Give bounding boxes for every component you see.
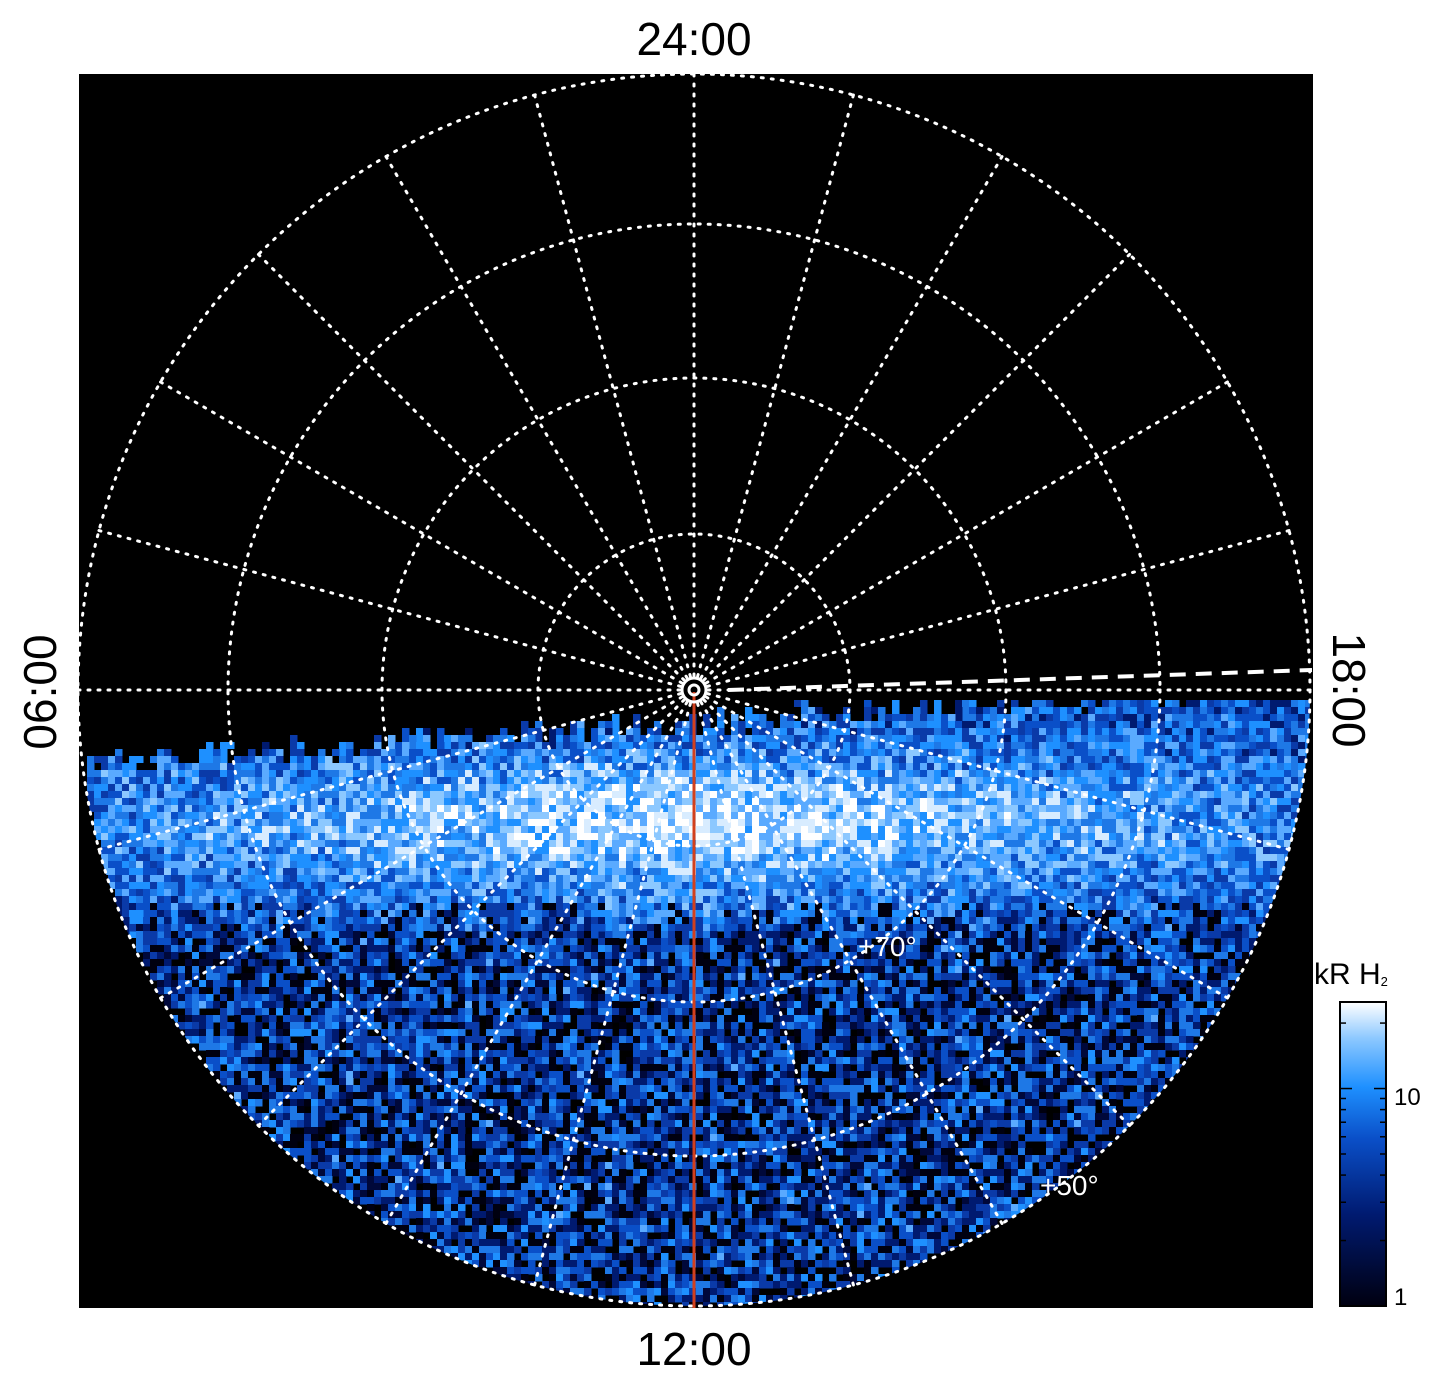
pole-marker: [680, 676, 708, 704]
colorbar-tick-label-1: 1: [1394, 1284, 1408, 1311]
local-time-label-top: 24:00: [636, 13, 752, 65]
colorbar: [1339, 1001, 1387, 1307]
colorbar-tick-label-10: 10: [1394, 1084, 1421, 1111]
auroral-emission-layer: [87, 700, 1310, 1306]
latitude-label-70: +70°: [858, 931, 917, 962]
latitude-label-50: +50°: [1040, 1170, 1099, 1201]
colorbar-ticks: [1340, 1022, 1386, 1307]
local-time-label-left: 06:00: [14, 634, 66, 750]
local-time-label-bottom: 12:00: [636, 1323, 752, 1375]
local-time-label-right: 18:00: [1323, 632, 1375, 748]
colorbar-unit-label: kR H2: [1314, 958, 1388, 991]
terminator-dashed-line: [727, 668, 1313, 692]
